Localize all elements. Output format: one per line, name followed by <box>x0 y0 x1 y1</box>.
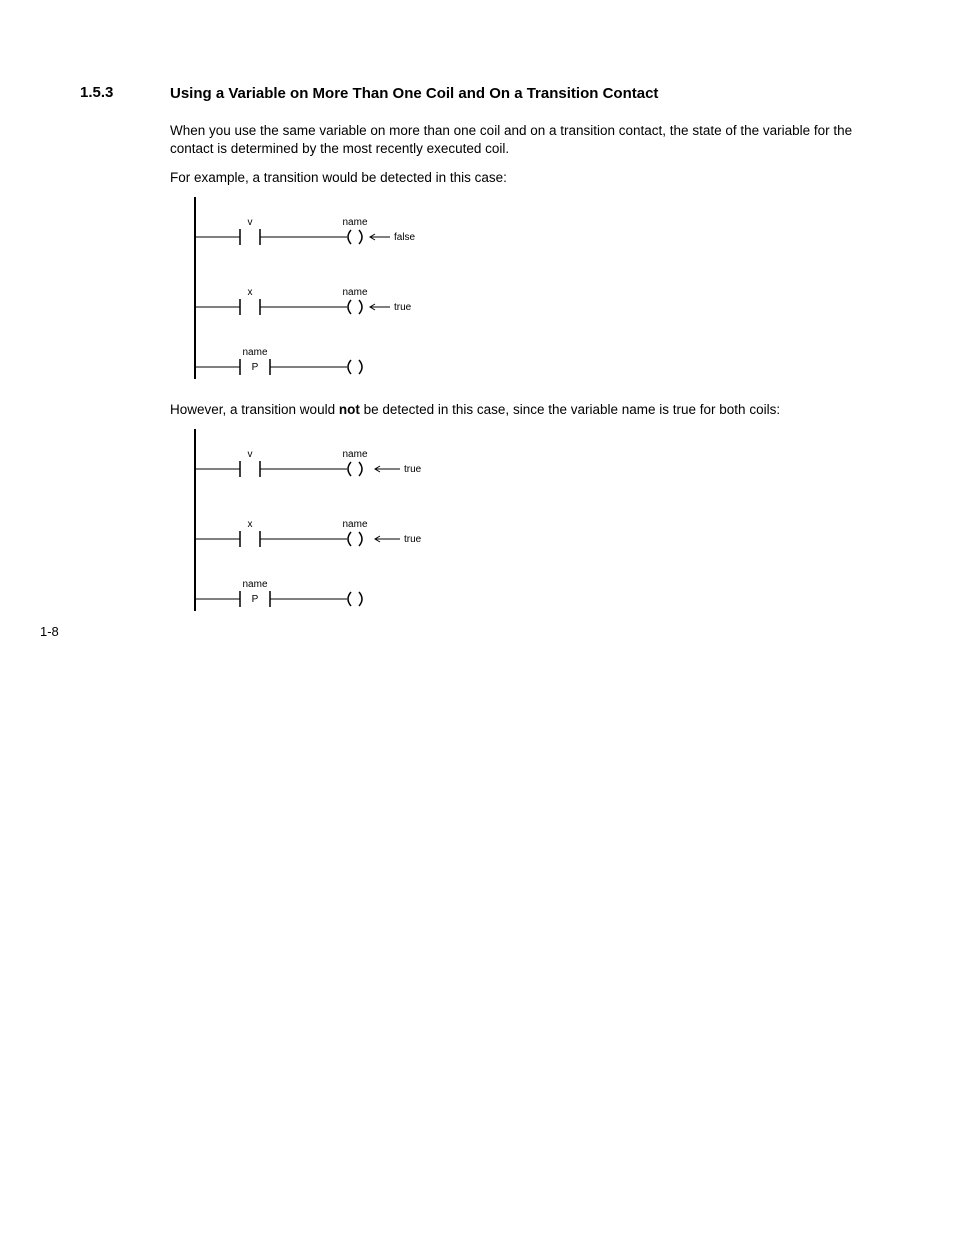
svg-text:true: true <box>404 534 422 545</box>
page-number: 1-8 <box>40 624 59 639</box>
section-number: 1.5.3 <box>80 84 170 101</box>
svg-text:v: v <box>248 449 253 460</box>
svg-text:name: name <box>342 519 367 530</box>
svg-text:name: name <box>342 217 367 228</box>
svg-text:true: true <box>404 464 422 475</box>
svg-text:v: v <box>248 217 253 228</box>
svg-text:P: P <box>252 594 259 605</box>
paragraph-1: When you use the same variable on more t… <box>170 122 870 158</box>
svg-text:x: x <box>248 287 253 298</box>
svg-text:name: name <box>242 347 267 358</box>
page: 1.5.3 Using a Variable on More Than One … <box>0 0 954 1235</box>
body-column: When you use the same variable on more t… <box>170 122 870 619</box>
paragraph-3: However, a transition would not be detec… <box>170 401 870 419</box>
paragraph-3-c: be detected in this case, since the vari… <box>360 402 780 417</box>
svg-text:false: false <box>394 232 416 243</box>
paragraph-2: For example, a transition would be detec… <box>170 169 870 187</box>
paragraph-3-bold: not <box>339 402 360 417</box>
svg-text:name: name <box>342 287 367 298</box>
ladder-diagram-1: v name false x name true Pname <box>190 197 450 387</box>
svg-text:P: P <box>252 362 259 373</box>
section-heading: 1.5.3 Using a Variable on More Than One … <box>80 84 874 104</box>
svg-text:name: name <box>342 449 367 460</box>
paragraph-3-a: However, a transition would <box>170 402 339 417</box>
section-title: Using a Variable on More Than One Coil a… <box>170 84 658 104</box>
svg-text:name: name <box>242 579 267 590</box>
svg-text:x: x <box>248 519 253 530</box>
ladder-diagram-2: v name true x name true Pname <box>190 429 450 619</box>
svg-text:true: true <box>394 302 412 313</box>
